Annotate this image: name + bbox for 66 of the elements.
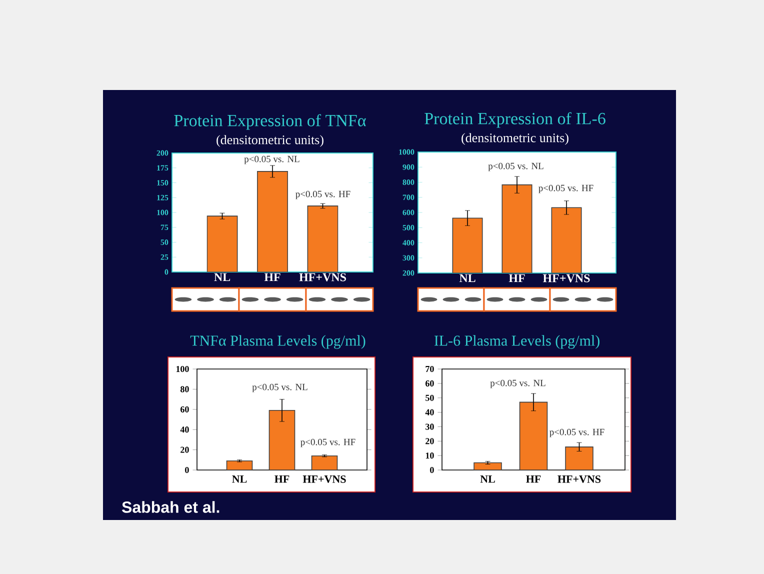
x-tick-label: NL [480,475,495,483]
y-tick-label: 10 [426,452,434,459]
y-tick-label: 50 [426,394,434,401]
chart-title: IL-6 Plasma Levels (pg/ml) [434,335,600,349]
bar [565,446,594,470]
annotation: p<0.05 vs. NL [244,156,300,164]
x-tick-label: HF [508,274,525,282]
annotation: p<0.05 vs. HF [538,184,594,194]
chart-subtitle: (densitometric units) [462,133,568,145]
x-tick-label: HF+VNS [558,475,601,483]
y-tick-label: 800 [402,180,414,185]
y-tick-label: 700 [402,194,414,200]
y-tick-label: 70 [426,366,434,372]
chart-title: TNFα Plasma Levels (pg/ml) [190,335,366,349]
y-tick-label: 30 [426,424,434,430]
text: Sabbah et al. [122,501,220,513]
bar [268,410,296,470]
x-tick-label: NL [214,273,230,282]
y-tick-label: 1000 [399,149,414,155]
annotation: p<0.05 vs. NL [488,162,544,172]
y-tick-label: 20 [180,446,189,453]
annotation: p<0.05 vs. NL [490,380,546,388]
y-tick-label: 100 [157,210,168,216]
y-tick-label: 0 [164,269,168,275]
bar [206,216,238,272]
x-tick-label: HF+VNS [302,475,346,483]
chart-subtitle: (densitometric units) [216,135,324,147]
y-tick-label: 25 [160,254,168,260]
y-tick-label: 400 [402,240,414,246]
chart-title: Protein Expression of IL-6 [424,112,606,128]
bar [311,455,338,470]
y-tick-label: 40 [180,426,189,433]
annotation: p<0.05 vs. NL [252,384,308,392]
x-tick-label: HF [526,475,541,483]
y-tick-label: 600 [402,210,414,216]
annotation: p<0.05 vs. HF [296,190,350,200]
y-tick-label: 0 [185,466,189,474]
x-tick-label: HF [264,273,280,282]
x-tick-label: NL [459,274,476,282]
y-tick-label: 0 [430,466,434,474]
y-tick-label: 200 [156,150,168,156]
y-tick-label: 60 [426,380,434,386]
y-tick-label: 150 [157,180,168,186]
bar [257,171,288,272]
y-tick-label: 200 [402,270,414,276]
y-tick-label: 50 [160,240,168,245]
x-tick-label: HF+VNS [542,274,590,282]
y-tick-label: 60 [180,406,189,412]
x-tick-label: HF+VNS [299,273,346,282]
y-tick-label: 175 [157,165,168,171]
y-tick-label: 500 [402,224,414,230]
y-tick-label: 900 [402,164,414,170]
y-tick-label: 20 [426,438,434,444]
y-tick-label: 100 [176,366,189,372]
x-tick-label: NL [232,475,247,483]
annotation: p<0.05 vs. HF [550,428,604,438]
y-tick-label: 40 [425,409,434,416]
annotation: p<0.05 vs. HF [300,438,356,448]
y-tick-label: 125 [157,194,168,200]
y-tick-label: 75 [160,224,168,230]
bar [307,206,338,272]
chart-title: Protein Expression of TNFα [174,114,366,130]
x-tick-label: HF [274,475,290,483]
y-tick-label: 80 [180,386,189,392]
bar [519,402,548,470]
y-tick-label: 300 [402,255,414,261]
